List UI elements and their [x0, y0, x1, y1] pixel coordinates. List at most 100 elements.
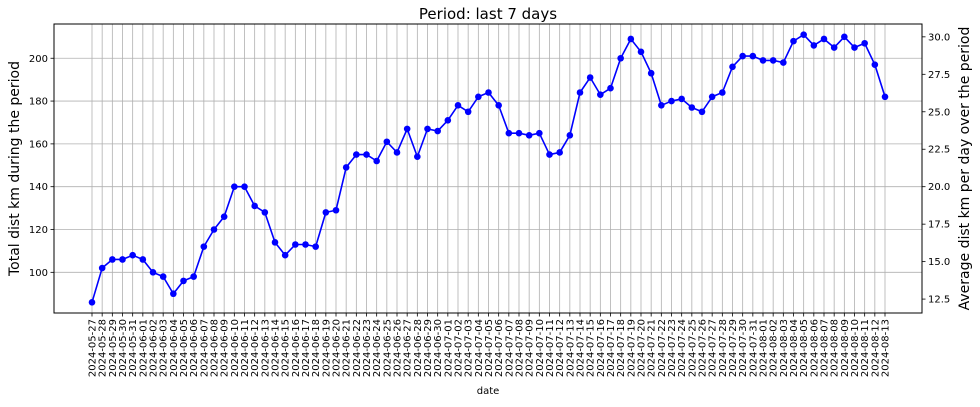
x-tick-label: 2024-08-08	[830, 319, 841, 377]
data-point	[109, 256, 116, 263]
data-point	[159, 273, 167, 280]
x-tick-label: 2024-07-14	[576, 319, 587, 377]
data-point	[708, 93, 716, 101]
x-tick-label: 2024-06-18	[311, 319, 322, 377]
data-point	[586, 74, 594, 81]
data-point	[180, 277, 187, 285]
x-tick-label: 2024-05-28	[98, 319, 109, 377]
x-tick-label: 2024-06-23	[362, 319, 373, 377]
x-tick-label: 2024-07-23	[667, 319, 678, 377]
data-point	[261, 209, 269, 216]
data-point	[851, 44, 858, 51]
x-tick-label: 2024-06-15	[281, 319, 292, 377]
data-point	[871, 61, 879, 68]
x-tick-label: 2024-06-22	[352, 319, 363, 377]
data-point	[617, 54, 624, 62]
x-tick-label: 2024-07-24	[677, 319, 688, 377]
data-point	[637, 48, 645, 56]
x-tick-label: 2024-07-07	[504, 319, 515, 377]
data-point	[464, 108, 472, 116]
x-tick-label: 2024-06-12	[250, 319, 261, 377]
x-tick-label: 2024-06-24	[372, 319, 383, 377]
x-tick-label: 2024-05-30	[118, 319, 129, 377]
grid-lines	[54, 24, 922, 313]
x-tick-label: 2024-08-07	[820, 319, 831, 377]
data-point	[281, 251, 289, 259]
data-point	[678, 95, 685, 103]
right-y-tick-label: 30.0	[928, 32, 950, 43]
data-point	[454, 102, 462, 109]
x-tick-label: 2024-07-31	[748, 319, 759, 377]
data-point	[231, 183, 238, 190]
x-tick-label: 2024-06-29	[423, 319, 434, 377]
data-point	[576, 89, 584, 96]
data-point	[698, 108, 706, 116]
left-y-tick-label: 100	[29, 268, 48, 279]
x-tick-label: 2024-07-12	[555, 319, 566, 377]
x-tick-label: 2024-06-03	[159, 319, 170, 377]
data-point	[322, 209, 330, 216]
data-point	[790, 37, 797, 45]
data-point	[820, 35, 828, 43]
x-tick-label: 2024-07-29	[728, 319, 739, 377]
x-tick-label: 2024-07-02	[454, 319, 465, 377]
x-tick-label: 2024-08-09	[840, 319, 851, 377]
data-point	[475, 93, 482, 101]
data-point	[383, 138, 391, 146]
chart-title: Period: last 7 days	[419, 5, 557, 23]
left-y-tick-label: 200	[29, 54, 48, 65]
x-tick-label: 2024-07-01	[443, 319, 454, 377]
data-point	[556, 149, 563, 156]
x-tick-label: 2024-07-22	[657, 319, 668, 377]
x-tick-label: 2024-07-05	[484, 319, 495, 377]
x-tick-label: 2024-06-17	[301, 319, 312, 377]
data-point	[688, 104, 696, 111]
data-point	[485, 89, 492, 96]
x-tick-label: 2024-08-06	[809, 319, 820, 377]
data-point	[98, 264, 106, 272]
data-point	[210, 226, 218, 233]
x-tick-label: 2024-08-12	[870, 319, 881, 377]
data-point	[88, 298, 96, 306]
data-point	[525, 132, 533, 139]
x-tick-label: 2024-06-27	[403, 319, 414, 377]
x-tick-label: 2024-07-13	[565, 319, 576, 377]
x-tick-label: 2024-07-25	[687, 319, 698, 377]
right-y-tick-label: 25.0	[928, 107, 950, 118]
right-y-axis: 12.5 15.0 17.5 20.0 22.5 25.0 27.5 30.0	[922, 32, 950, 306]
data-point	[536, 129, 543, 137]
x-tick-label: 2024-06-09	[220, 319, 231, 377]
x-tick-label: 2024-06-06	[189, 319, 200, 377]
data-point	[414, 153, 421, 161]
x-tick-label: 2024-08-05	[799, 319, 810, 377]
x-tick-label: 2024-07-20	[637, 319, 648, 377]
data-point	[292, 241, 299, 248]
x-tick-label: 2024-07-04	[474, 319, 485, 377]
x-tick-label: 2024-07-03	[464, 319, 475, 377]
x-tick-label: 2024-07-17	[606, 319, 617, 377]
data-point	[749, 52, 757, 60]
data-point	[241, 183, 248, 190]
x-tick-label: 2024-06-02	[149, 319, 160, 377]
x-tick-label: 2024-06-04	[169, 319, 180, 377]
x-tick-label: 2024-07-16	[596, 319, 607, 377]
x-tick-label: 2024-06-13	[260, 319, 271, 377]
x-tick-label: 2024-07-18	[616, 319, 627, 377]
right-y-tick-label: 22.5	[928, 145, 950, 156]
data-point	[830, 44, 838, 51]
data-point	[434, 127, 441, 135]
left-y-tick-label: 140	[29, 182, 48, 193]
left-y-tick-label: 160	[29, 139, 48, 150]
series-points-layer	[88, 31, 889, 306]
data-point	[403, 125, 411, 133]
x-tick-label: 2024-07-09	[525, 319, 536, 377]
x-tick-label: 2024-06-21	[342, 319, 353, 377]
x-tick-label: 2024-05-29	[108, 319, 119, 377]
data-point	[129, 251, 136, 259]
data-point	[220, 213, 228, 220]
data-point	[546, 151, 553, 158]
x-tick-label: 2024-08-10	[850, 319, 861, 377]
left-y-tick-label: 120	[29, 225, 48, 236]
data-point	[332, 206, 340, 214]
